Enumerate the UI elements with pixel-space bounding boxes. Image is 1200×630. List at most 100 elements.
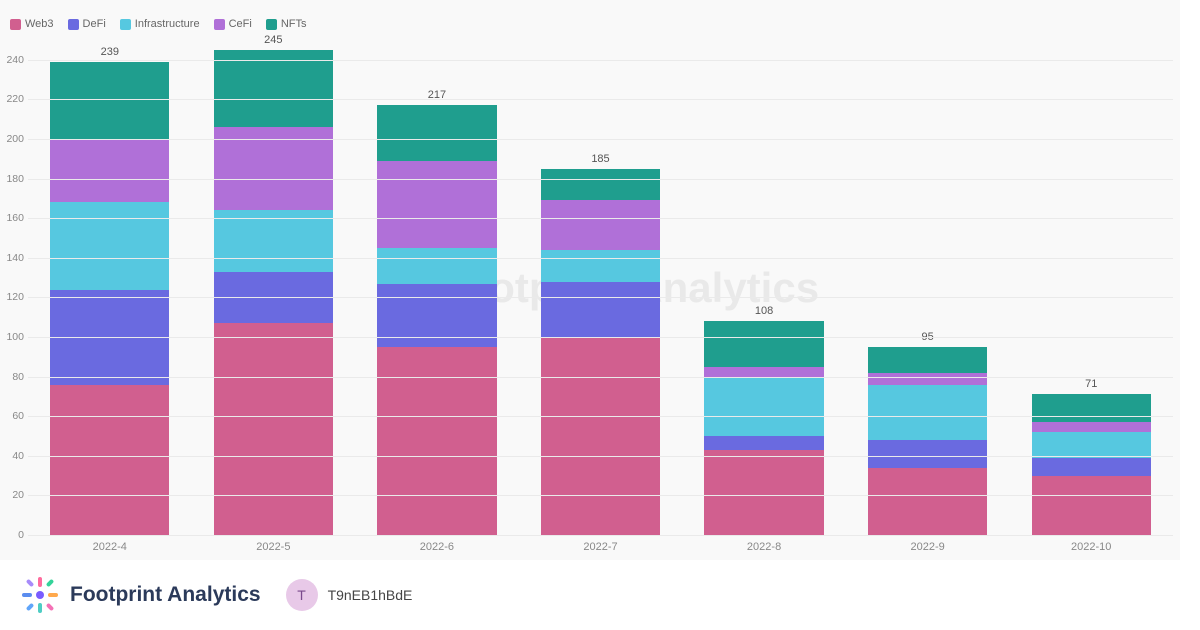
bar-segment: [868, 468, 987, 535]
bar-segment: [868, 347, 987, 373]
bar-segment: [704, 367, 823, 377]
bar-segment: [214, 323, 333, 535]
bar-segment: [50, 385, 169, 535]
bar-group[interactable]: [704, 321, 823, 535]
bar-segment: [1032, 422, 1151, 432]
legend-label: NFTs: [281, 18, 307, 30]
bar-total-label: 239: [80, 46, 140, 58]
y-axis-label: 0: [4, 529, 24, 541]
legend-item[interactable]: NFTs: [266, 18, 307, 30]
footer: Footprint Analytics T T9nEB1hBdE: [20, 575, 412, 615]
grid-line: [28, 258, 1173, 259]
grid-line: [28, 456, 1173, 457]
bar-segment: [541, 337, 660, 535]
bar-group[interactable]: [541, 169, 660, 535]
bar-segment: [1032, 432, 1151, 458]
grid-line: [28, 60, 1173, 61]
brand[interactable]: Footprint Analytics: [20, 575, 261, 615]
grid-line: [28, 139, 1173, 140]
bar-segment: [704, 321, 823, 367]
bar-segment: [541, 282, 660, 337]
bar-group[interactable]: [868, 347, 987, 535]
bar-segment: [541, 200, 660, 250]
grid-line: [28, 297, 1173, 298]
bar-segment: [704, 436, 823, 450]
legend-item[interactable]: Web3: [10, 18, 54, 30]
bar-segment: [377, 248, 496, 284]
bars-container: 2392022-42452022-52172022-61852022-71082…: [28, 40, 1173, 535]
bar-segment: [377, 161, 496, 248]
legend-item[interactable]: CeFi: [214, 18, 252, 30]
bar-segment: [1032, 476, 1151, 535]
y-axis-label: 120: [4, 291, 24, 303]
chart-plot: Footprint Analytics 2392022-42452022-521…: [28, 40, 1173, 535]
grid-line: [28, 495, 1173, 496]
legend-item[interactable]: DeFi: [68, 18, 106, 30]
x-axis-label: 2022-6: [420, 541, 454, 553]
y-axis-label: 160: [4, 212, 24, 224]
x-axis-label: 2022-10: [1071, 541, 1111, 553]
avatar: T: [286, 579, 318, 611]
bar-total-label: 245: [243, 34, 303, 46]
bar-segment: [214, 50, 333, 127]
bar-segment: [50, 139, 169, 202]
bar-segment: [868, 373, 987, 385]
bar-segment: [1032, 394, 1151, 422]
bar-segment: [704, 377, 823, 436]
y-axis-label: 200: [4, 133, 24, 145]
bar-group[interactable]: [50, 62, 169, 535]
legend-swatch: [266, 19, 277, 30]
y-axis-label: 80: [4, 371, 24, 383]
y-axis-label: 100: [4, 331, 24, 343]
x-axis-label: 2022-9: [911, 541, 945, 553]
chart-legend: Web3 DeFi Infrastructure CeFi NFTs: [10, 18, 307, 30]
y-axis-label: 220: [4, 93, 24, 105]
x-axis-label: 2022-5: [256, 541, 290, 553]
bar-segment: [704, 450, 823, 535]
legend-label: Infrastructure: [135, 18, 200, 30]
brand-logo-icon: [20, 575, 60, 615]
username: T9nEB1hBdE: [328, 587, 413, 603]
bar-segment: [50, 202, 169, 289]
grid-line: [28, 179, 1173, 180]
grid-line: [28, 416, 1173, 417]
y-axis-label: 180: [4, 173, 24, 185]
legend-swatch: [10, 19, 21, 30]
legend-label: CeFi: [229, 18, 252, 30]
y-axis-label: 40: [4, 450, 24, 462]
x-axis-label: 2022-4: [93, 541, 127, 553]
bar-total-label: 71: [1061, 378, 1121, 390]
y-axis-label: 20: [4, 489, 24, 501]
bar-segment: [868, 385, 987, 440]
legend-swatch: [120, 19, 131, 30]
x-axis-label: 2022-7: [583, 541, 617, 553]
brand-text: Footprint Analytics: [70, 583, 261, 607]
x-axis-label: 2022-8: [747, 541, 781, 553]
bar-segment: [214, 210, 333, 271]
grid-line: [28, 99, 1173, 100]
bar-segment: [377, 347, 496, 535]
bar-segment: [377, 105, 496, 160]
bar-total-label: 185: [571, 153, 631, 165]
grid-line: [28, 337, 1173, 338]
bar-segment: [50, 62, 169, 139]
y-axis-label: 240: [4, 54, 24, 66]
bar-total-label: 108: [734, 305, 794, 317]
legend-swatch: [214, 19, 225, 30]
grid-line: [28, 218, 1173, 219]
bar-segment: [541, 250, 660, 282]
legend-item[interactable]: Infrastructure: [120, 18, 200, 30]
bar-segment: [1032, 458, 1151, 476]
avatar-initial: T: [297, 587, 306, 603]
grid-line: [28, 535, 1173, 536]
legend-label: DeFi: [83, 18, 106, 30]
y-axis-label: 60: [4, 410, 24, 422]
bar-segment: [541, 169, 660, 201]
y-axis-label: 140: [4, 252, 24, 264]
grid-line: [28, 377, 1173, 378]
legend-swatch: [68, 19, 79, 30]
legend-label: Web3: [25, 18, 54, 30]
bar-group[interactable]: [214, 50, 333, 535]
user-chip[interactable]: T T9nEB1hBdE: [286, 579, 413, 611]
bar-group[interactable]: [377, 105, 496, 535]
